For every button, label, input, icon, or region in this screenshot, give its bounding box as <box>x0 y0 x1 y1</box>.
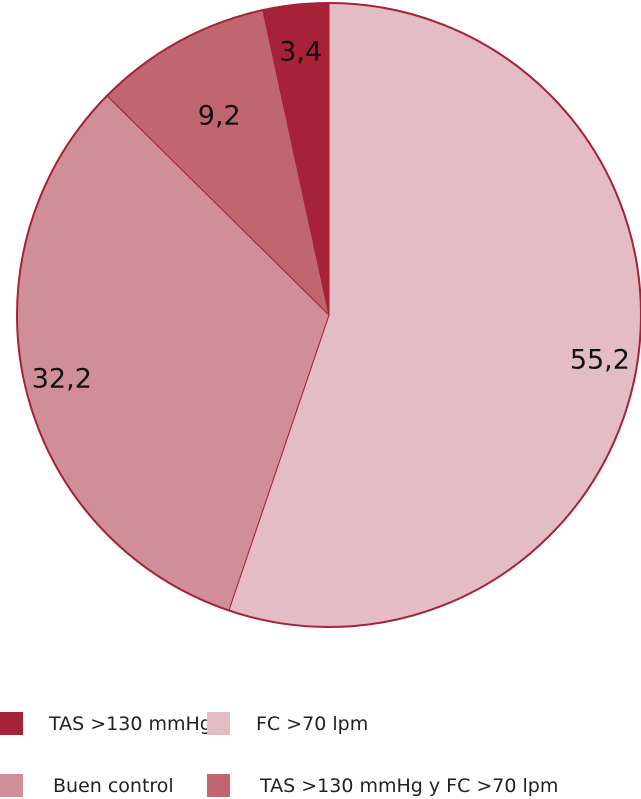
legend-label: TAS >130 mmHg y FC >70 lpm <box>260 774 559 797</box>
legend-item-tas-fc: TAS >130 mmHg y FC >70 lpm <box>207 774 558 797</box>
legend-swatch <box>0 774 23 797</box>
pie-border <box>16 2 641 628</box>
legend-label: FC >70 lpm <box>256 712 369 735</box>
slice-label: 55,2 <box>570 345 630 376</box>
slice-label: 9,2 <box>198 100 241 131</box>
legend-item-buen-control: Buen control <box>0 774 174 797</box>
legend-swatch <box>207 712 230 735</box>
pie-chart: 55,2 32,2 9,2 3,4 <box>16 2 641 628</box>
legend-item-fc: FC >70 lpm <box>207 712 368 735</box>
legend-label: Buen control <box>53 774 174 797</box>
legend-item-tas: TAS >130 mmHg <box>0 712 212 735</box>
legend-label: TAS >130 mmHg <box>49 712 212 735</box>
legend-swatch <box>207 774 230 797</box>
legend-swatch <box>0 712 23 735</box>
slice-label: 3,4 <box>279 36 322 67</box>
slice-label: 32,2 <box>32 363 92 394</box>
